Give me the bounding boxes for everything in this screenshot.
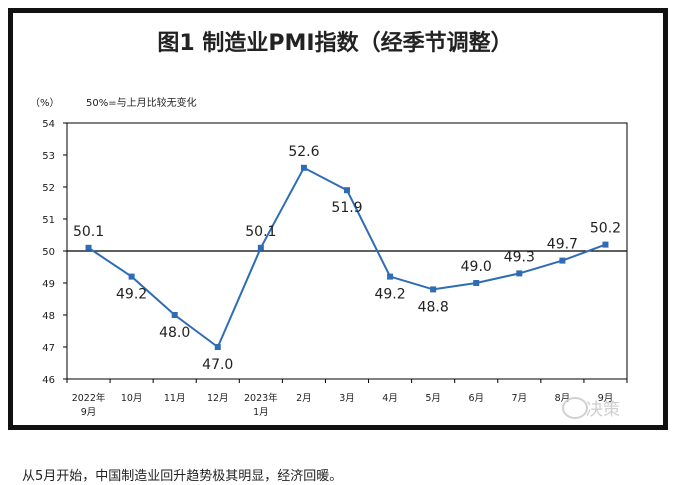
data-point [387, 273, 394, 280]
x-tick-label: 12月 [207, 393, 229, 404]
data-point [300, 164, 307, 171]
watermark-icon [562, 397, 588, 419]
data-label: 52.6 [288, 144, 319, 160]
data-label: 50.2 [590, 221, 621, 237]
x-tick-label: 10月 [121, 393, 143, 404]
caption-text: 从5月开始，中国制造业回升趋势极其明显，经济回暖。 [22, 469, 343, 484]
data-label: 49.0 [461, 259, 492, 275]
chart-frame [8, 8, 668, 430]
data-point [214, 344, 221, 350]
x-tick-label: 2023年 [244, 392, 278, 404]
data-point [257, 244, 264, 251]
x-tick-label: 6月 [468, 393, 484, 404]
data-point [473, 280, 480, 286]
data-point [171, 312, 178, 318]
axes [66, 122, 628, 380]
y-tick-label: 51 [42, 215, 55, 226]
data-label: 50.1 [245, 224, 276, 240]
x-tick-label: 4月 [382, 393, 398, 404]
series-pmi [85, 164, 609, 350]
y-tick-labels: 46 47 48 49 50 51 52 53 54 [42, 119, 67, 386]
y-tick-label: 49 [42, 279, 55, 290]
data-point [85, 244, 92, 251]
data-label: 50.1 [73, 224, 104, 240]
x-tick-label: 9月 [598, 393, 614, 404]
x-tick-label: 2月 [296, 393, 312, 404]
y-tick-label: 52 [42, 183, 55, 194]
x-tick-label: 11月 [164, 393, 186, 404]
data-point [516, 270, 523, 277]
y-tick-label: 53 [42, 151, 55, 162]
data-labels: 50.1 49.2 48.0 47.0 50.1 52.6 51.9 49.2 48.8 49.0… [73, 144, 621, 373]
x-tick-label: 1月 [253, 407, 269, 418]
data-label: 51.9 [331, 200, 362, 216]
x-tick-label: 3月 [339, 393, 355, 404]
data-point [559, 257, 566, 264]
y-axis-unit: （%） [30, 97, 60, 109]
data-label: 48.8 [418, 299, 449, 315]
data-point [344, 187, 350, 194]
data-label: 49.2 [116, 287, 147, 303]
data-label: 49.2 [374, 287, 405, 303]
y-tick-label: 48 [42, 311, 55, 322]
data-point [430, 286, 437, 293]
x-tick-labels: 2022年 9月 10月 11月 12月 2023年 1月 2月 3月 4月 5月 6月 7月 8月 9月 [66, 379, 628, 418]
data-label: 49.3 [504, 249, 535, 265]
watermark-text: 决策 [586, 400, 620, 420]
data-label: 47.0 [202, 357, 233, 373]
data-point [602, 241, 609, 248]
y-tick-label: 50 [42, 247, 55, 258]
x-tick-label: 2022年 [72, 392, 106, 404]
data-point [128, 273, 135, 280]
y-tick-label: 46 [42, 375, 55, 386]
y-tick-label: 54 [42, 119, 55, 130]
chart-title: 图1 制造业PMI指数（经季节调整） [157, 30, 512, 56]
x-tick-label: 9月 [81, 407, 97, 418]
x-tick-label: 7月 [512, 393, 528, 404]
data-label: 49.7 [547, 237, 578, 253]
x-tick-label: 8月 [555, 393, 571, 404]
y-tick-label: 47 [42, 343, 55, 354]
data-label: 48.0 [159, 325, 190, 341]
x-tick-label: 5月 [425, 393, 441, 404]
reference-note: 50%=与上月比较无变化 [86, 96, 197, 109]
